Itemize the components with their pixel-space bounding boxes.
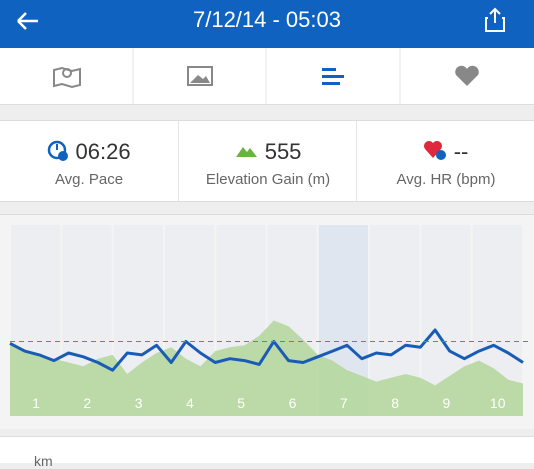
stats-row: 06:26 Avg. Pace 555 Elevation Gain (m) -… — [0, 120, 534, 202]
footer: km — [0, 436, 534, 469]
stat: 555 Elevation Gain (m) — [178, 121, 357, 201]
km-label: 7 — [340, 395, 348, 411]
pace-icon — [48, 140, 69, 161]
unit-label: km — [34, 453, 53, 469]
hr-value: -- — [453, 139, 469, 164]
map-tab[interactable] — [53, 66, 81, 89]
km-label: 8 — [391, 395, 399, 411]
stat: -- Avg. HR (bpm) — [356, 121, 534, 201]
stat: 06:26 Avg. Pace — [0, 121, 178, 201]
km-label: 4 — [186, 395, 194, 411]
stat-label: Avg. HR (bpm) — [396, 171, 496, 188]
km-label: 6 — [289, 395, 297, 411]
stat-value: 555 — [179, 139, 357, 165]
stat-label: Elevation Gain (m) — [205, 171, 331, 188]
title: 7/12/14 - 05:03 — [192, 7, 341, 32]
heart-tab[interactable] — [455, 65, 479, 86]
elevation-icon — [235, 147, 257, 157]
header: 7/12/14 - 05:03 — [0, 0, 534, 48]
chart-panel: 1 2 3 4 5 6 7 8 9 10 — [0, 214, 534, 429]
tab-bar — [0, 48, 534, 105]
elevation-area — [10, 320, 523, 416]
stat-value: -- — [357, 139, 534, 165]
stat-label: Avg. Pace — [54, 171, 124, 188]
km-label: 9 — [443, 395, 451, 411]
km-label: 2 — [83, 395, 91, 411]
photo-tab[interactable] — [187, 66, 213, 86]
tab-icons — [53, 48, 479, 104]
km-label: 1 — [32, 395, 40, 411]
km-label: 3 — [135, 395, 143, 411]
chart-tab[interactable] — [322, 68, 344, 85]
back-button[interactable] — [14, 8, 42, 34]
chart: 1 2 3 4 5 6 7 8 9 10 — [9, 225, 531, 416]
hr-icon — [423, 141, 446, 160]
elevation-value: 555 — [264, 139, 302, 164]
pace-value: 06:26 — [75, 139, 131, 164]
pace-line — [9, 328, 524, 372]
share-button[interactable] — [482, 6, 508, 34]
stat-value: 06:26 — [0, 139, 178, 165]
km-label: 10 — [490, 395, 506, 411]
km-label: 5 — [237, 395, 245, 411]
